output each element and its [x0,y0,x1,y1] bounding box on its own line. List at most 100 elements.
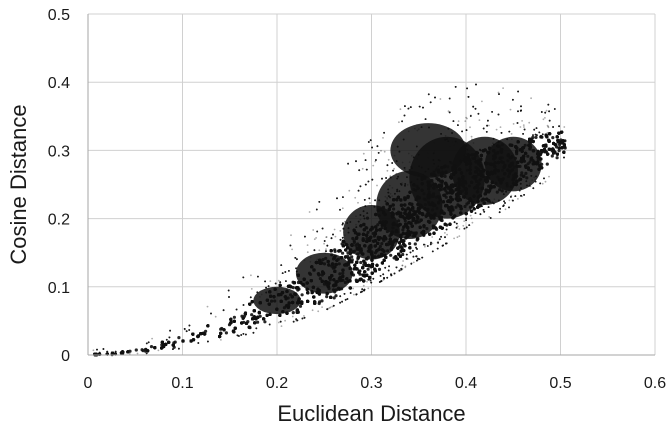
data-point [301,317,304,320]
data-point [184,328,186,331]
data-point [424,243,427,246]
data-point [417,257,419,260]
data-point [371,146,373,149]
data-point [500,132,503,134]
data-point [486,124,488,127]
data-point [263,320,267,324]
data-point [280,264,283,266]
data-point [232,315,236,319]
data-point [320,299,324,303]
data-point [412,255,415,258]
data-point [326,244,329,247]
data-point [469,214,472,217]
data-point [210,312,212,315]
data-point [359,260,363,265]
data-point [349,292,352,294]
data-point [523,126,525,128]
data-point [543,177,545,180]
data-point [500,132,503,134]
data-point [264,280,266,283]
data-point [468,224,471,227]
data-point [368,197,371,200]
data-point [520,105,522,108]
data-point [361,167,364,170]
data-point [313,249,316,252]
data-point [369,139,372,142]
data-point [250,313,254,317]
data-point [386,276,389,279]
data-point [475,83,477,86]
data-point [291,311,295,315]
data-point [389,253,393,257]
data-point [498,93,500,95]
data-point [364,159,367,162]
data-point [555,156,559,160]
data-point [242,333,245,335]
data-point [448,111,451,114]
data-point [255,327,258,330]
data-point [188,324,191,327]
data-point [177,336,181,340]
data-point [298,304,303,308]
data-point [364,183,367,186]
data-point [169,329,172,332]
data-point [342,222,344,225]
data-point [482,127,485,130]
data-point [453,221,456,224]
data-point [363,199,366,201]
data-point [398,121,400,124]
data-point [393,272,396,275]
data-point [548,110,550,113]
data-point [466,87,468,90]
data-point [343,293,346,295]
data-point [412,255,415,258]
data-point [374,199,376,202]
data-point [465,226,468,229]
data-point [547,126,550,129]
data-point [306,244,309,247]
data-point [436,247,439,250]
data-point [357,201,359,204]
data-point [418,258,421,260]
data-point [315,208,318,211]
data-point [407,107,410,110]
data-point [328,307,331,309]
data-point [368,197,371,200]
data-point [387,269,390,272]
data-point [332,233,334,236]
data-point [497,113,500,116]
data-point [313,249,316,252]
data-point [482,127,485,130]
data-point [551,136,555,140]
data-point [541,133,544,136]
data-point [144,351,147,353]
data-point [453,237,455,240]
data-point [520,105,522,108]
data-point [265,286,267,289]
data-point [409,251,412,254]
data-point [114,350,117,353]
data-point [468,224,471,227]
data-point [301,317,304,320]
data-point [528,121,531,124]
data-point [390,274,392,277]
data-point [415,255,418,258]
data-point [424,118,427,120]
data-point [547,103,550,106]
data-point [269,280,272,282]
data-point [326,244,329,247]
data-point [423,243,425,246]
data-point [417,259,419,261]
data-point [363,289,366,291]
data-point [489,217,492,219]
data-point [426,245,429,247]
data-point [358,169,361,172]
data-point [520,194,522,197]
data-point [360,291,362,294]
data-point [367,287,370,290]
data-point [563,156,565,159]
data-point [409,106,412,108]
data-point [290,234,292,237]
data-point [412,249,414,252]
data-point [402,260,404,262]
